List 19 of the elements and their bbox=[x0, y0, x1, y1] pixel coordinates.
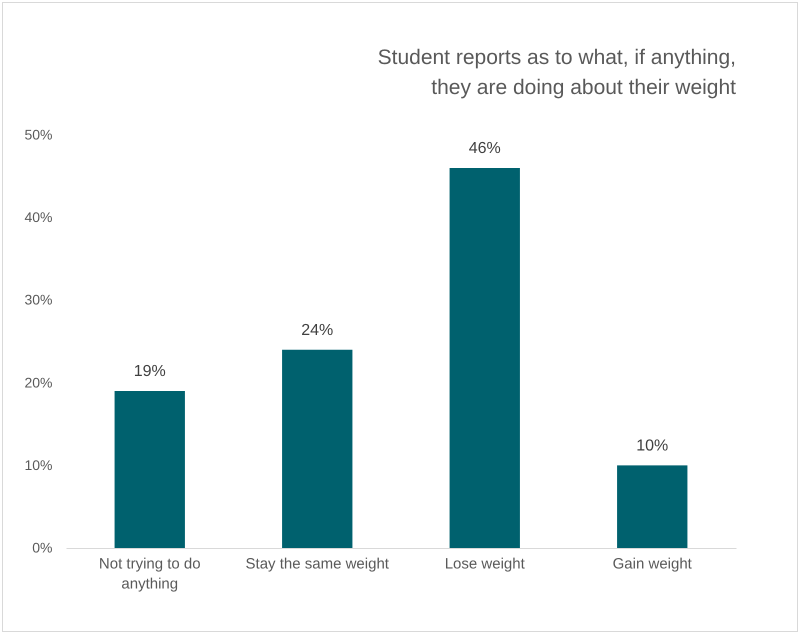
data-label: 19% bbox=[134, 363, 166, 380]
x-tick-label: Gain weight bbox=[612, 556, 693, 572]
x-tick-label: Lose weight bbox=[444, 556, 526, 572]
bar bbox=[114, 391, 185, 548]
chart-title: Student reports as to what, if anything, they are doing about their weight bbox=[378, 46, 736, 99]
data-label: 10% bbox=[636, 437, 668, 454]
y-tick-label: 30% bbox=[24, 292, 52, 308]
y-tick-label: 20% bbox=[24, 374, 52, 390]
x-tick-label: Not trying to do anything bbox=[98, 556, 201, 592]
y-tick-label: 0% bbox=[32, 540, 52, 556]
y-tick-label: 40% bbox=[24, 209, 52, 226]
x-tick-label: Stay the same weight bbox=[246, 556, 390, 572]
data-label: 46% bbox=[468, 140, 501, 158]
y-tick-label: 50% bbox=[24, 126, 52, 142]
bar bbox=[282, 350, 352, 548]
data-label: 24% bbox=[301, 322, 334, 339]
y-tick-label: 10% bbox=[24, 456, 52, 473]
bar bbox=[617, 465, 688, 548]
bar bbox=[450, 168, 520, 548]
